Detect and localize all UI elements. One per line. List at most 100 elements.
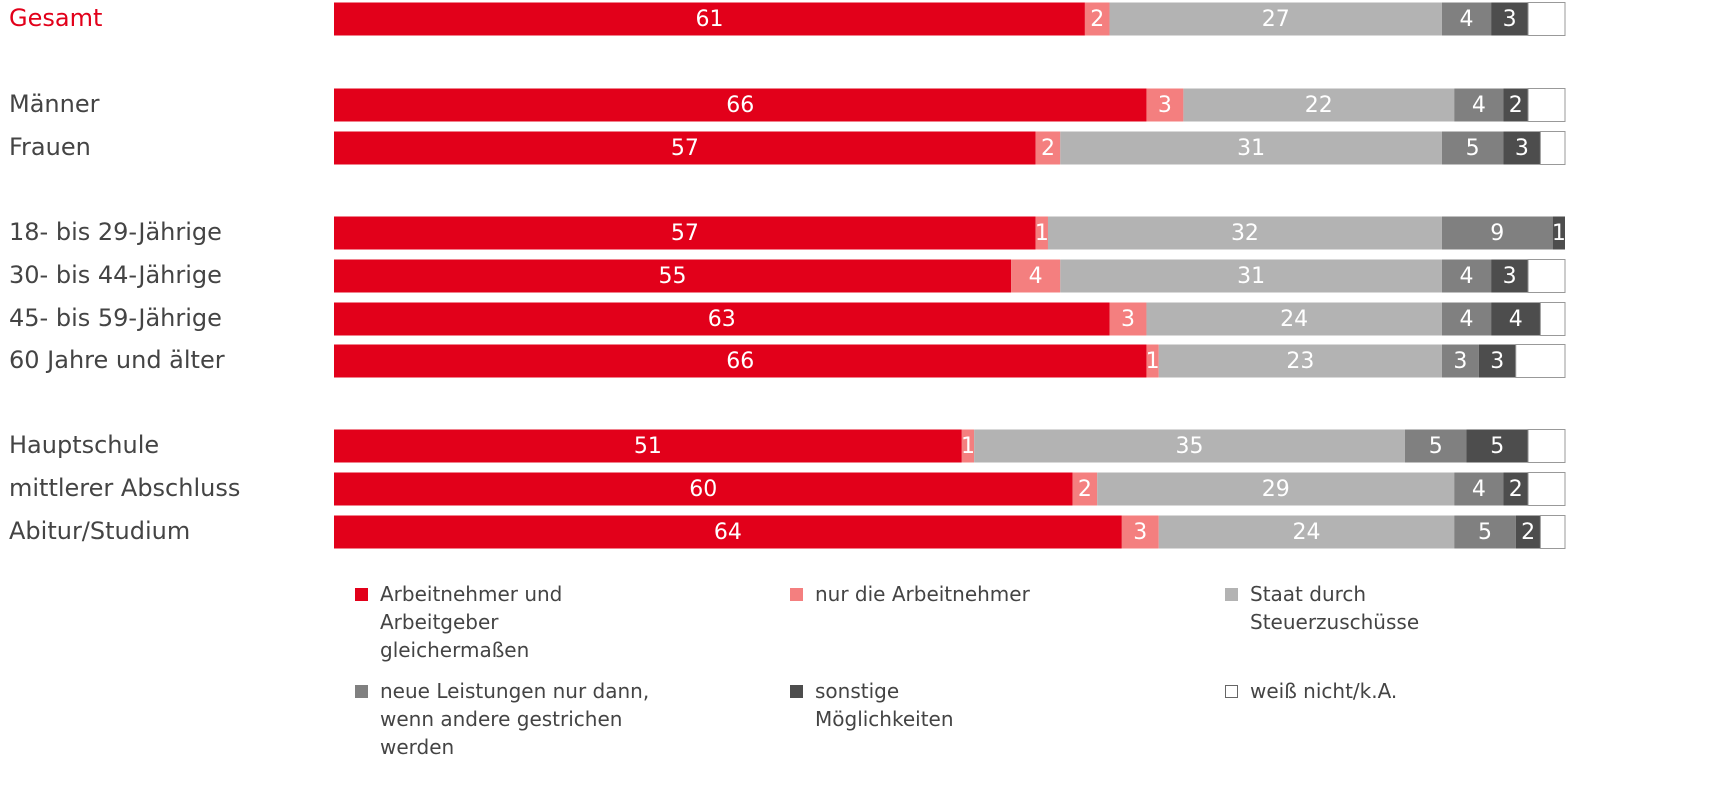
data-label: 2 (1521, 520, 1535, 545)
data-label: 4 (1460, 307, 1474, 332)
bar-segment (1441, 344, 1479, 378)
data-label: 2 (1078, 477, 1092, 502)
data-label: 2 (1509, 93, 1523, 118)
bar-segment (1515, 515, 1541, 549)
bar-segment (1084, 2, 1110, 36)
data-label: 2 (1509, 477, 1523, 502)
data-label: 1 (1146, 349, 1160, 374)
bar-segment (1035, 131, 1061, 165)
bar-segment (1527, 429, 1566, 463)
bar-segment (1072, 472, 1098, 506)
bar-segment (1441, 259, 1492, 293)
bar-segment (334, 429, 962, 463)
data-label: 55 (659, 264, 687, 289)
bar-segment (1454, 515, 1516, 549)
data-label: 35 (1176, 434, 1204, 459)
bar-segment (334, 472, 1073, 506)
bar-segment (1515, 344, 1566, 378)
data-label: 29 (1262, 477, 1290, 502)
data-label: 2 (1090, 7, 1104, 32)
data-label: 24 (1280, 307, 1308, 332)
bar-segment (1404, 429, 1467, 463)
data-label: 3 (1133, 520, 1147, 545)
data-label: 5 (1478, 520, 1492, 545)
bar-segment (1441, 2, 1492, 36)
data-label: 57 (671, 221, 699, 246)
data-label: 1 (1035, 221, 1049, 246)
bar-segment (1491, 259, 1529, 293)
row-label: 18- bis 29-Jährige (9, 218, 222, 246)
data-label: 3 (1121, 307, 1135, 332)
legend-text: Arbeitnehmer und Arbeitgeber gleichermaß… (380, 582, 563, 662)
data-label: 4 (1509, 307, 1523, 332)
bar-segment (1527, 472, 1566, 506)
legend-swatch (1225, 685, 1238, 698)
data-label: 23 (1286, 349, 1314, 374)
bar-segment (1035, 216, 1048, 250)
bar-segment (1454, 88, 1504, 122)
legend-swatch (1225, 588, 1238, 601)
data-label: 66 (726, 349, 754, 374)
bar-segment (1503, 88, 1529, 122)
data-label: 64 (714, 520, 742, 545)
bar-segment (1491, 302, 1541, 336)
legend-text: neue Leistungen nur dann, wenn andere ge… (380, 679, 650, 759)
bar-segment (1527, 259, 1566, 293)
data-label: 27 (1262, 7, 1290, 32)
legend-text: sonstige Möglichkeiten (815, 679, 954, 731)
legend-swatch (355, 685, 368, 698)
data-label: 57 (671, 136, 699, 161)
row-label: 60 Jahre und älter (9, 346, 225, 374)
bar-segment (961, 429, 975, 463)
bar-segment (334, 515, 1122, 549)
data-label: 2 (1041, 136, 1055, 161)
data-label: 24 (1292, 520, 1320, 545)
data-label: 9 (1490, 221, 1504, 246)
bar-segment (1503, 131, 1541, 165)
bar-segment (334, 344, 1147, 378)
data-label: 61 (695, 7, 723, 32)
data-label: 5 (1490, 434, 1504, 459)
bar-segment (1060, 259, 1442, 293)
data-label: 4 (1472, 93, 1486, 118)
data-label: 1 (1552, 221, 1566, 246)
row-label: Abitur/Studium (9, 517, 190, 545)
row-label: Männer (9, 90, 100, 118)
data-label: 3 (1503, 264, 1517, 289)
bar-segment (1146, 344, 1159, 378)
data-label: 4 (1472, 477, 1486, 502)
bar-segment (1441, 216, 1553, 250)
bar-segment (1158, 515, 1455, 549)
row-label: Gesamt (9, 4, 102, 32)
bar-segment (1109, 302, 1147, 336)
data-label: 31 (1237, 136, 1265, 161)
data-label: 5 (1466, 136, 1480, 161)
bar-segment (1121, 515, 1159, 549)
bar-segment (334, 302, 1110, 336)
legend-swatch (790, 588, 803, 601)
data-label: 63 (708, 307, 736, 332)
bar-segment (1146, 88, 1184, 122)
row-label: 30- bis 44-Jährige (9, 261, 222, 289)
bar-segment (1527, 88, 1566, 122)
data-label: 3 (1158, 93, 1172, 118)
data-label: 31 (1237, 264, 1265, 289)
bar-segment (334, 216, 1036, 250)
bar-segment (1552, 216, 1565, 250)
row-label: Hauptschule (9, 431, 159, 459)
legend-item: weiß nicht/k.A. (1225, 677, 1550, 705)
bar-segment (1047, 216, 1442, 250)
bar-segment (1011, 259, 1061, 293)
legend-item: sonstige Möglichkeiten (790, 677, 965, 733)
bar-segment (1539, 515, 1566, 549)
row-label: 45- bis 59-Jährige (9, 304, 222, 332)
bar-segment (1503, 472, 1529, 506)
row-label: Frauen (9, 133, 91, 161)
data-label: 3 (1515, 136, 1529, 161)
bar-segment (1454, 472, 1504, 506)
bar-segment (1527, 2, 1566, 36)
bar-segment (1441, 302, 1492, 336)
data-label: 3 (1503, 7, 1517, 32)
bar-segment (1146, 302, 1442, 336)
